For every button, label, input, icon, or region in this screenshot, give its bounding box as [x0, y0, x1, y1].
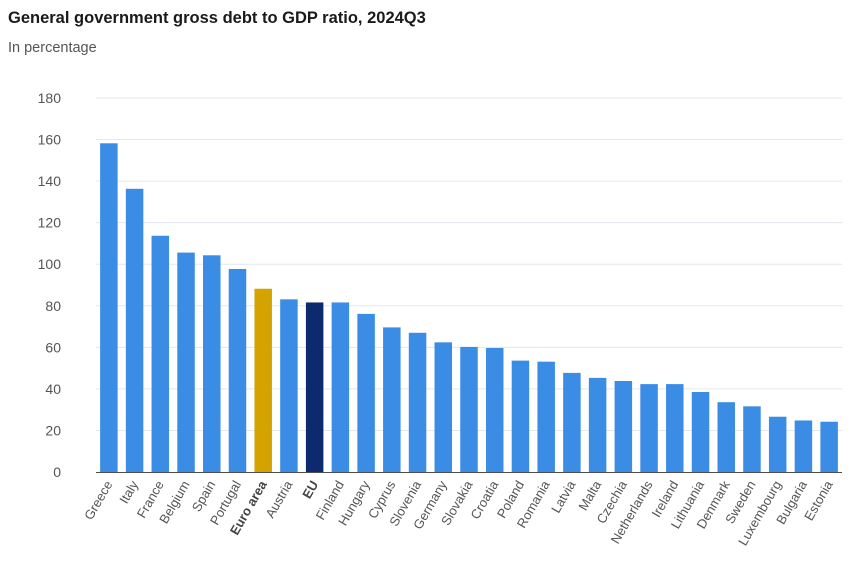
bar-austria[interactable]: [280, 299, 298, 472]
x-tick-label: EU: [299, 478, 321, 501]
bar-finland[interactable]: [331, 302, 350, 472]
bar-eu[interactable]: [305, 302, 324, 472]
y-tick-label: 0: [53, 464, 61, 480]
x-tick-label: Greece: [81, 478, 115, 522]
y-tick-label: 80: [45, 298, 61, 314]
bar-romania[interactable]: [537, 361, 555, 472]
bar-greece[interactable]: [100, 143, 118, 473]
bar-slovakia[interactable]: [460, 346, 478, 472]
bar-france[interactable]: [151, 235, 170, 472]
bar-netherlands[interactable]: [640, 384, 658, 472]
y-tick-label: 20: [45, 422, 61, 438]
bar-italy[interactable]: [125, 188, 144, 473]
bar-cyprus[interactable]: [383, 327, 401, 472]
y-tick-label: 40: [45, 381, 61, 397]
bars: [100, 143, 838, 473]
x-tick-label: Austria: [262, 477, 296, 520]
y-tick-label: 140: [38, 173, 62, 189]
y-tick-label: 160: [38, 132, 62, 148]
bar-hungary[interactable]: [357, 313, 375, 472]
y-tick-label: 100: [38, 256, 62, 272]
y-tick-label: 60: [45, 339, 61, 355]
x-axis-labels: Greece ItalyFranceBelgiumSpainPortugalEur…: [81, 477, 836, 548]
bar-poland[interactable]: [511, 360, 530, 472]
y-tick-label: 180: [38, 90, 62, 106]
bar-ireland[interactable]: [666, 384, 684, 472]
y-axis-ticks: 0 20 40 60 80 100 120 140 160 180: [38, 90, 62, 480]
bar-spain[interactable]: [203, 255, 221, 472]
chart-subtitle: In percentage: [8, 40, 97, 56]
bar-portugal[interactable]: [228, 269, 247, 472]
bar-latvia[interactable]: [563, 372, 581, 472]
x-tick-label: Italy: [116, 478, 141, 507]
y-tick-label: 120: [38, 215, 62, 231]
bar-estonia[interactable]: [820, 421, 838, 472]
bar-czechia[interactable]: [614, 380, 633, 472]
bar-luxembourg[interactable]: [768, 416, 787, 472]
bar-belgium[interactable]: [177, 252, 195, 472]
bar-bulgaria[interactable]: [794, 420, 813, 472]
chart-title: General government gross debt to GDP rat…: [8, 9, 426, 27]
bar-lithuania[interactable]: [691, 392, 710, 472]
bar-slovenia[interactable]: [408, 332, 427, 472]
bar-euro-area[interactable]: [254, 288, 272, 472]
bar-sweden[interactable]: [743, 406, 761, 472]
bar-malta[interactable]: [588, 377, 607, 472]
bar-croatia[interactable]: [485, 347, 504, 472]
bar-germany[interactable]: [434, 342, 453, 472]
bar-denmark[interactable]: [717, 402, 735, 472]
x-tick-label: Latvia: [548, 477, 579, 515]
